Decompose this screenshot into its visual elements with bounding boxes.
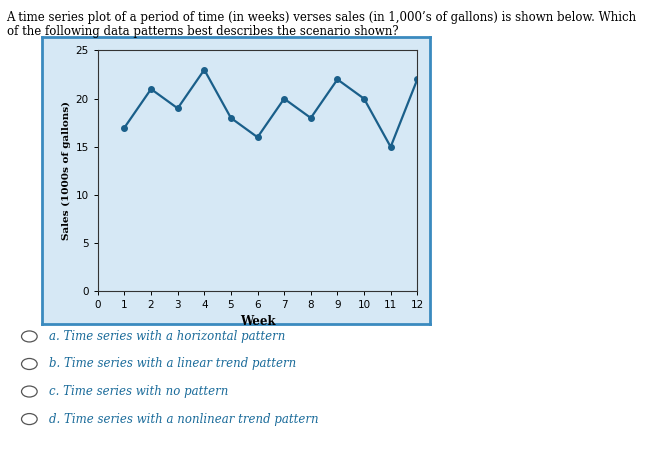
Y-axis label: Sales (1000s of gallons): Sales (1000s of gallons) [62,101,71,241]
Text: a. Time series with a horizontal pattern: a. Time series with a horizontal pattern [49,330,286,343]
Text: A time series plot of a period of time (in weeks) verses sales (in 1,000’s of ga: A time series plot of a period of time (… [7,11,636,24]
Text: d. Time series with a nonlinear trend pattern: d. Time series with a nonlinear trend pa… [49,413,319,425]
Text: of the following data patterns best describes the scenario shown?: of the following data patterns best desc… [7,25,398,38]
X-axis label: Week: Week [240,315,275,328]
Text: c. Time series with no pattern: c. Time series with no pattern [49,385,228,398]
Text: b. Time series with a linear trend pattern: b. Time series with a linear trend patte… [49,358,296,370]
